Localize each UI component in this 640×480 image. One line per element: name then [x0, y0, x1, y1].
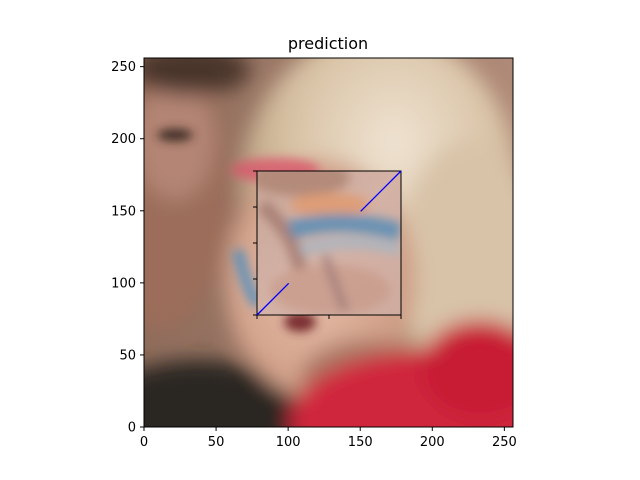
x-tick-label: 250 — [492, 435, 517, 450]
y-tick-label: 250 — [111, 60, 136, 75]
x-tick-label: 100 — [276, 435, 301, 450]
y-tick-label: 0 — [128, 421, 136, 436]
chart-title: prediction — [288, 34, 368, 53]
x-tick-label: 50 — [208, 435, 225, 450]
x-tick-label: 150 — [348, 435, 373, 450]
inset-line — [360, 170, 402, 212]
y-tick-label: 200 — [111, 132, 136, 147]
y-tick-label: 100 — [111, 276, 136, 291]
inset-ticks — [253, 170, 402, 319]
inset-lines — [256, 170, 402, 316]
y-tick-label: 50 — [119, 348, 136, 363]
y-tick-label: 150 — [111, 204, 136, 219]
x-tick-label: 200 — [420, 435, 445, 450]
x-axis: 0 50 100 150 200 250 — [140, 427, 517, 450]
axes-frame — [143, 57, 514, 428]
y-axis: 0 50 100 150 200 250 — [111, 60, 144, 436]
inset-image — [257, 171, 401, 315]
x-tick-label: 0 — [140, 435, 148, 450]
inset-line — [256, 282, 290, 316]
